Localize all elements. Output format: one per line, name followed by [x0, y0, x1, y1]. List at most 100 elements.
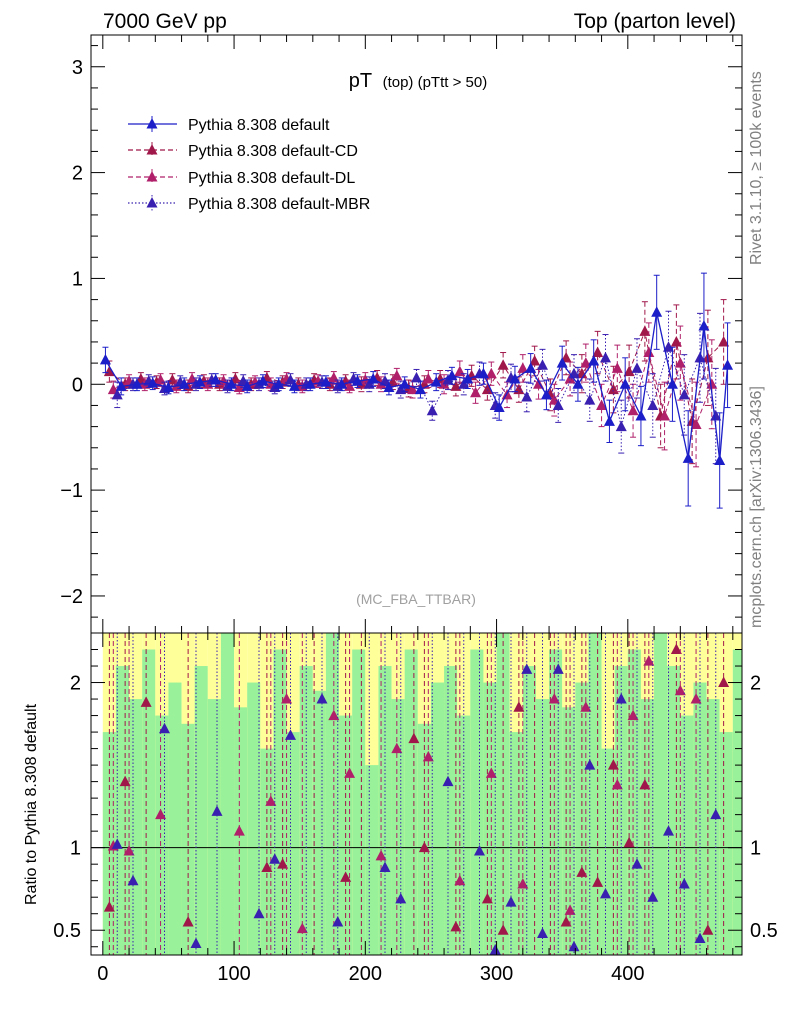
- data-point: [241, 380, 253, 391]
- ratio-xtick-label: 300: [480, 963, 513, 985]
- data-point: [210, 374, 222, 385]
- band-green: [444, 666, 458, 955]
- ratio-point: [379, 861, 391, 872]
- ratio-point: [647, 891, 659, 902]
- data-point: [623, 365, 635, 377]
- ratio-point: [560, 915, 572, 927]
- data-point: [596, 399, 608, 410]
- data-point: [611, 362, 623, 373]
- ratio-point: [344, 767, 356, 778]
- legend-marker: [146, 144, 158, 155]
- band-green: [509, 732, 523, 955]
- ratio-point: [375, 849, 387, 861]
- ratio-point: [450, 920, 462, 932]
- data-point: [678, 388, 690, 400]
- data-point: [336, 378, 348, 389]
- ratio-point: [296, 922, 308, 934]
- band-green: [601, 748, 615, 955]
- ratio-point: [281, 693, 293, 704]
- data-point: [670, 335, 682, 347]
- band-green: [732, 649, 742, 955]
- band-green: [312, 690, 326, 955]
- ratio-point: [718, 676, 730, 688]
- data-point: [411, 371, 422, 383]
- band-green: [352, 649, 366, 955]
- ratio-frame: [90, 632, 743, 956]
- band-green: [247, 682, 261, 955]
- legend-marker: [146, 171, 158, 182]
- data-point: [576, 367, 588, 379]
- band-green: [155, 715, 169, 955]
- data-point: [509, 372, 521, 384]
- data-point: [273, 378, 285, 389]
- ratio-point: [391, 742, 403, 754]
- main-series-2: [107, 322, 718, 468]
- data-point: [383, 381, 395, 392]
- header-right: Top (parton level): [574, 10, 736, 33]
- ratio-point: [233, 825, 245, 836]
- band-green: [430, 682, 445, 955]
- band-green: [168, 682, 182, 955]
- band-green: [614, 666, 628, 955]
- data-point: [379, 375, 391, 386]
- ratio-point: [580, 701, 592, 712]
- ratio-point: [627, 709, 639, 721]
- band-green: [129, 699, 143, 955]
- ratio-point: [643, 655, 655, 666]
- data-point: [147, 377, 159, 388]
- band-green: [470, 649, 484, 955]
- ratio-point: [395, 892, 407, 904]
- ratio-point: [611, 778, 623, 790]
- band-green: [417, 723, 431, 955]
- legend-item: Pythia 8.308 default-DL: [128, 169, 355, 187]
- band-green: [325, 633, 340, 955]
- band-green: [640, 699, 655, 955]
- data-point: [592, 346, 604, 358]
- data-point: [233, 381, 245, 392]
- main-panel: −2 −1 0 1 2 3: [60, 34, 743, 634]
- band-green: [404, 649, 418, 955]
- ratio-point: [489, 944, 501, 955]
- ratio-point: [513, 701, 525, 712]
- ratio-point: [328, 709, 340, 721]
- ratio-ytick-label: 2: [70, 673, 81, 695]
- ratio-point: [211, 805, 223, 816]
- data-point: [722, 359, 734, 370]
- band-green: [207, 699, 221, 955]
- ratio-point: [517, 877, 529, 889]
- data-point: [706, 378, 718, 389]
- data-point: [166, 374, 178, 385]
- ratio-point: [481, 892, 493, 904]
- side-bottom-text: mcplots.cern.ch [arXiv:1306.3436]: [748, 386, 765, 628]
- data-point: [659, 410, 671, 421]
- ratio-point: [564, 904, 576, 915]
- ratio-point: [663, 825, 674, 836]
- legend-marker: [146, 118, 158, 129]
- ratio-point: [182, 915, 194, 927]
- ratio-point: [505, 896, 517, 907]
- ratio-point: [253, 907, 265, 919]
- legend-label: Pythia 8.308 default-MBR: [188, 196, 370, 213]
- ratio-xtick-label: 100: [217, 963, 250, 985]
- side-top-text: Rivet 3.1.10, ≥ 100k events: [748, 71, 765, 265]
- data-point: [430, 376, 442, 387]
- data-point: [458, 378, 470, 389]
- main-ytick-label: 0: [72, 374, 83, 396]
- legend-label: Pythia 8.308 default-CD: [188, 143, 358, 160]
- data-point: [485, 367, 497, 379]
- ratio-point: [548, 693, 560, 704]
- data-point: [477, 367, 489, 379]
- data-point: [718, 335, 730, 347]
- data-point: [470, 386, 482, 398]
- data-point: [414, 383, 426, 395]
- ratio-point: [140, 696, 152, 707]
- data-point: [497, 359, 509, 370]
- legend-item: Pythia 8.308 default-MBR: [128, 195, 370, 213]
- data-point: [517, 362, 529, 373]
- data-point: [320, 376, 332, 387]
- ratio-point: [552, 663, 564, 674]
- ratio-y-label: Ratio to Pythia 8.308 default: [23, 703, 40, 905]
- data-point: [643, 346, 655, 358]
- data-point: [714, 454, 726, 465]
- data-point: [540, 388, 552, 400]
